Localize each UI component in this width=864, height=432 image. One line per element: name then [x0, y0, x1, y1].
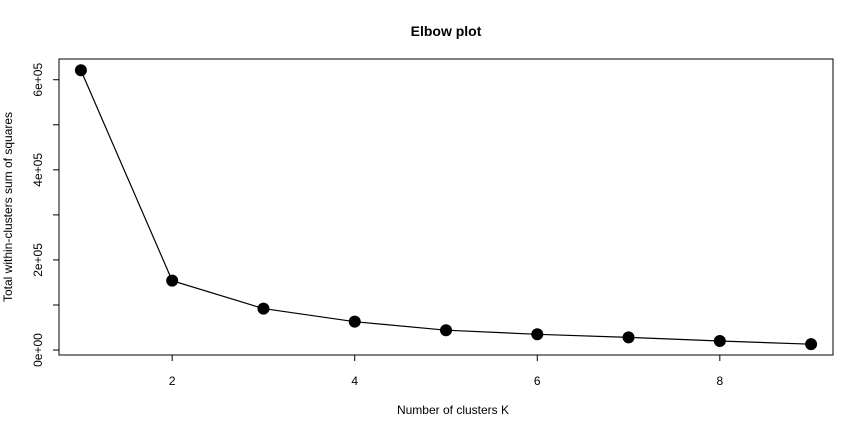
plot-frame — [58, 58, 834, 356]
y-axis-title: Total within-clusters sum of squares — [1, 112, 15, 302]
y-axis: 0e+00 2e+05 4e+05 6e+05 — [31, 63, 59, 367]
series-line — [80, 70, 812, 345]
data-point — [348, 315, 361, 328]
x-tick-label: 4 — [351, 374, 358, 388]
x-tick-label: 2 — [169, 374, 176, 388]
data-point — [713, 335, 726, 348]
y-tick-label: 6e+05 — [31, 63, 45, 97]
data-point — [257, 302, 270, 315]
data-point — [440, 324, 452, 337]
x-axis: 2 4 6 8 — [169, 355, 723, 388]
data-point — [531, 328, 544, 341]
x-axis-title: Number of clusters K — [397, 403, 509, 417]
x-tick-label: 8 — [716, 374, 723, 388]
chart-title: Elbow plot — [411, 23, 482, 39]
data-point — [805, 338, 818, 351]
y-tick-label: 4e+05 — [31, 153, 45, 187]
data-point — [622, 331, 635, 344]
data-point — [166, 274, 179, 287]
x-tick-label: 6 — [534, 374, 541, 388]
y-tick-label: 2e+05 — [31, 243, 45, 277]
series-layer — [74, 64, 818, 351]
data-point — [74, 64, 87, 77]
y-tick-label: 0e+00 — [31, 333, 45, 367]
